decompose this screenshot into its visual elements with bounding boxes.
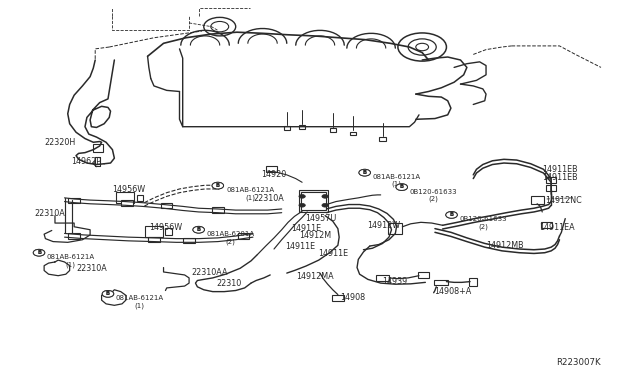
Bar bbox=[122, 201, 133, 206]
Text: 14956W: 14956W bbox=[113, 185, 145, 194]
Circle shape bbox=[446, 212, 458, 218]
Bar bbox=[161, 203, 173, 208]
Bar bbox=[546, 185, 556, 191]
Bar bbox=[68, 234, 80, 238]
Text: B: B bbox=[216, 183, 220, 188]
Circle shape bbox=[396, 184, 408, 190]
Bar bbox=[531, 196, 543, 204]
Bar bbox=[301, 192, 326, 210]
Circle shape bbox=[193, 227, 204, 233]
Circle shape bbox=[299, 195, 305, 198]
Circle shape bbox=[359, 169, 371, 176]
Text: 14962P: 14962P bbox=[71, 157, 101, 166]
Text: 14911E: 14911E bbox=[318, 249, 348, 258]
Circle shape bbox=[359, 169, 371, 176]
Bar bbox=[388, 223, 403, 234]
Circle shape bbox=[212, 182, 223, 189]
Text: 14956W: 14956W bbox=[149, 223, 182, 232]
Text: 22320H: 22320H bbox=[44, 138, 76, 147]
Text: 14939: 14939 bbox=[383, 277, 408, 286]
Text: 0B120-61633
(2): 0B120-61633 (2) bbox=[410, 189, 457, 202]
Text: B: B bbox=[363, 170, 367, 175]
Bar bbox=[68, 198, 80, 203]
Text: 22310A: 22310A bbox=[76, 264, 107, 273]
Bar bbox=[330, 128, 336, 132]
Bar bbox=[435, 280, 449, 285]
Text: 081AB-6121A
(1): 081AB-6121A (1) bbox=[226, 187, 275, 201]
Bar bbox=[350, 132, 356, 135]
Circle shape bbox=[102, 291, 114, 297]
Text: B: B bbox=[449, 212, 454, 217]
Circle shape bbox=[102, 291, 114, 297]
Circle shape bbox=[299, 203, 305, 207]
Circle shape bbox=[396, 184, 408, 190]
Circle shape bbox=[33, 249, 45, 256]
Text: 22310A: 22310A bbox=[253, 194, 284, 203]
Bar bbox=[183, 238, 195, 243]
Text: 14911EB: 14911EB bbox=[542, 173, 578, 182]
Bar bbox=[546, 177, 556, 183]
Circle shape bbox=[322, 203, 328, 207]
Text: 22310: 22310 bbox=[216, 279, 242, 288]
Circle shape bbox=[33, 249, 45, 256]
Text: B: B bbox=[196, 227, 201, 232]
Bar bbox=[137, 195, 143, 201]
Text: B: B bbox=[37, 250, 41, 255]
Text: 14908+A: 14908+A bbox=[434, 288, 471, 296]
Text: 081AB-6121A
(1): 081AB-6121A (1) bbox=[116, 295, 164, 309]
Text: 14912NC: 14912NC bbox=[545, 196, 582, 205]
Text: 14957U: 14957U bbox=[305, 214, 336, 223]
Text: B: B bbox=[216, 183, 220, 188]
Text: 14911E: 14911E bbox=[291, 224, 321, 233]
Bar bbox=[145, 226, 163, 237]
Bar bbox=[212, 208, 223, 213]
Text: 14908: 14908 bbox=[340, 293, 365, 302]
Bar bbox=[418, 272, 429, 278]
Text: 14911E: 14911E bbox=[285, 242, 315, 251]
Text: 081AB-6121A
(1): 081AB-6121A (1) bbox=[372, 174, 420, 187]
Text: 14912M: 14912M bbox=[300, 231, 332, 240]
Text: B: B bbox=[106, 291, 110, 296]
Text: B: B bbox=[363, 170, 367, 175]
Text: 14912W: 14912W bbox=[367, 221, 401, 230]
Text: 22310AA: 22310AA bbox=[191, 268, 227, 277]
Bar bbox=[266, 166, 277, 172]
Text: B: B bbox=[400, 184, 404, 189]
Text: 081AB-6121A
(1): 081AB-6121A (1) bbox=[47, 254, 95, 268]
Circle shape bbox=[446, 212, 458, 218]
Bar bbox=[469, 278, 477, 286]
Text: B: B bbox=[400, 184, 404, 189]
Bar bbox=[380, 137, 386, 141]
Text: 22310A: 22310A bbox=[34, 209, 65, 218]
Text: 14912MB: 14912MB bbox=[486, 241, 524, 250]
Bar bbox=[300, 190, 328, 212]
Bar bbox=[299, 125, 305, 129]
Text: 14920: 14920 bbox=[261, 170, 287, 179]
Bar bbox=[116, 192, 134, 203]
Bar bbox=[541, 222, 552, 228]
Bar bbox=[237, 234, 249, 238]
Circle shape bbox=[322, 195, 328, 198]
Text: 081AB-6201A
(2): 081AB-6201A (2) bbox=[206, 231, 255, 245]
Text: B: B bbox=[449, 212, 454, 217]
Text: B: B bbox=[37, 250, 41, 255]
Text: B: B bbox=[106, 291, 110, 296]
Text: 0B120-61633
(2): 0B120-61633 (2) bbox=[460, 217, 507, 230]
Bar bbox=[166, 228, 172, 235]
Circle shape bbox=[212, 182, 223, 189]
Bar bbox=[93, 144, 103, 152]
Bar bbox=[148, 237, 160, 242]
Text: B: B bbox=[196, 227, 201, 232]
Bar bbox=[284, 126, 290, 130]
Circle shape bbox=[193, 227, 204, 233]
Bar bbox=[376, 275, 389, 281]
Text: R223007K: R223007K bbox=[556, 357, 601, 366]
Text: 14911EA: 14911EA bbox=[539, 223, 575, 232]
Text: 14912MA: 14912MA bbox=[296, 272, 333, 281]
Bar bbox=[332, 295, 344, 301]
Text: 14911EB: 14911EB bbox=[542, 165, 578, 174]
